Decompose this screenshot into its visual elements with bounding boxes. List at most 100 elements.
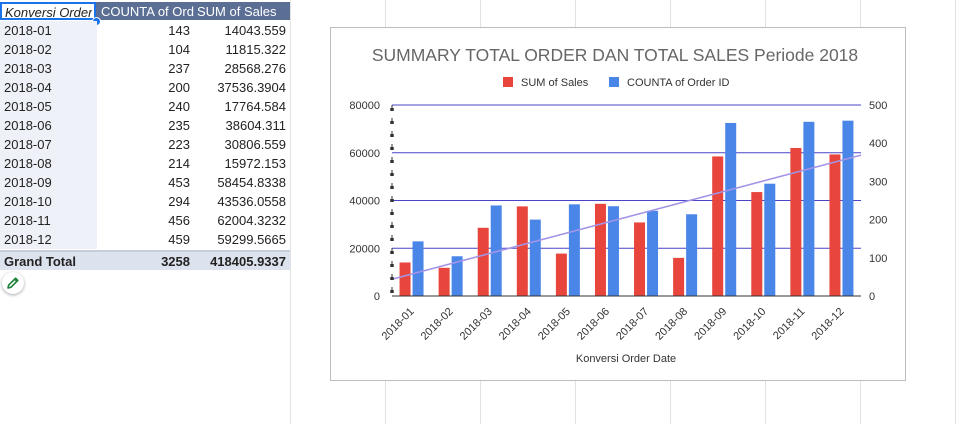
row-count: 237 xyxy=(168,61,190,76)
chart-title: SUMMARY TOTAL ORDER DAN TOTAL SALES Peri… xyxy=(372,45,858,65)
pivot-row[interactable]: 2018-11 456 62004.3232 xyxy=(0,211,290,230)
left-axis-tick-label: 60000 xyxy=(349,148,380,160)
sales-bar xyxy=(516,206,528,296)
pivot-header-count[interactable]: COUNTA of Ord xyxy=(101,4,194,19)
right-axis-tick-label: 400 xyxy=(869,138,887,150)
column-divider xyxy=(290,0,291,424)
row-count: 459 xyxy=(168,232,190,247)
row-header-bg xyxy=(0,135,97,154)
row-header-bg xyxy=(0,59,97,78)
count-bar xyxy=(568,204,580,296)
row-count: 200 xyxy=(168,80,190,95)
grand-total-count: 3258 xyxy=(161,254,190,269)
left-axis-tick-label: 40000 xyxy=(349,196,380,208)
x-axis-tick-label: 2018-11 xyxy=(771,306,807,342)
count-bar xyxy=(412,241,424,296)
pivot-row[interactable]: 2018-04 200 37536.3904 xyxy=(0,78,290,97)
count-bar xyxy=(529,219,541,296)
sales-bar xyxy=(399,262,411,296)
pivot-row[interactable]: 2018-08 214 15972.153 xyxy=(0,154,290,173)
chart-axes xyxy=(390,105,861,297)
pivot-row[interactable]: 2018-05 240 17764.584 xyxy=(0,97,290,116)
sales-bar xyxy=(790,147,802,296)
count-bar xyxy=(803,121,815,296)
pivot-row[interactable]: 2018-03 237 28568.276 xyxy=(0,59,290,78)
legend-count-swatch xyxy=(609,77,619,87)
row-date: 2018-06 xyxy=(4,118,52,133)
row-date: 2018-01 xyxy=(4,23,52,38)
row-sum: 30806.559 xyxy=(224,137,286,152)
x-axis-tick-label: 2018-05 xyxy=(536,306,573,343)
row-date: 2018-08 xyxy=(4,156,52,171)
pivot-row[interactable]: 2018-12 459 59299.5665 xyxy=(0,230,290,249)
count-bar xyxy=(451,256,463,296)
pivot-edit-button[interactable] xyxy=(2,272,24,294)
count-bar xyxy=(490,205,502,296)
row-date: 2018-11 xyxy=(4,213,51,228)
sales-bar xyxy=(634,222,646,296)
x-axis-tick-label: 2018-06 xyxy=(575,306,612,343)
pivot-header-sum[interactable]: SUM of Sales xyxy=(197,4,277,19)
sales-bar xyxy=(712,156,724,296)
pivot-row[interactable]: 2018-01 143 14043.559 xyxy=(0,21,290,40)
right-axis-tick-label: 200 xyxy=(869,215,887,227)
row-header-bg xyxy=(0,173,97,192)
left-axis-tick-label: 80000 xyxy=(349,100,380,112)
row-date: 2018-03 xyxy=(4,61,52,76)
row-sum: 11815.322 xyxy=(225,42,287,57)
left-axis-tick-label: 0 xyxy=(374,291,380,303)
row-header-bg xyxy=(0,116,97,135)
row-count: 235 xyxy=(168,118,190,133)
count-bar xyxy=(686,214,698,296)
row-date: 2018-05 xyxy=(4,99,52,114)
pivot-row[interactable]: 2018-09 453 58454.8338 xyxy=(0,173,290,192)
x-axis-tick-label: 2018-02 xyxy=(419,306,456,343)
trendline xyxy=(391,154,862,281)
pivot-header-date: Konversi Order xyxy=(5,5,93,20)
pivot-row[interactable]: 2018-10 294 43536.0558 xyxy=(0,192,290,211)
x-axis-tick-label: 2018-03 xyxy=(458,306,495,343)
chart-bars xyxy=(391,120,862,296)
row-header-bg xyxy=(0,40,97,59)
row-count: 294 xyxy=(168,194,190,209)
pivot-row[interactable]: 2018-07 223 30806.559 xyxy=(0,135,290,154)
pivot-row[interactable]: 2018-06 235 38604.311 xyxy=(0,116,290,135)
grand-total-sum: 418405.9337 xyxy=(210,254,286,269)
row-date: 2018-07 xyxy=(4,137,52,152)
column-divider xyxy=(955,0,956,424)
row-date: 2018-04 xyxy=(4,80,52,95)
row-header-bg xyxy=(0,21,97,40)
row-sum: 15972.153 xyxy=(224,156,286,171)
row-date: 2018-09 xyxy=(4,175,52,190)
pencil-icon xyxy=(7,277,19,289)
row-date: 2018-02 xyxy=(4,42,52,57)
pivot-header-date-cell[interactable]: Konversi Order xyxy=(0,2,96,20)
count-bar xyxy=(647,210,659,296)
row-count: 453 xyxy=(168,175,190,190)
pivot-header-row: Konversi Order COUNTA of Ord SUM of Sale… xyxy=(0,2,290,26)
row-sum: 17764.584 xyxy=(224,99,286,114)
left-axis-tick-label: 20000 xyxy=(349,243,380,255)
sales-bar xyxy=(751,192,763,296)
row-date: 2018-12 xyxy=(4,232,52,247)
pivot-row[interactable]: 2018-02 104 11815.322 xyxy=(0,40,290,59)
x-axis-tick-label: 2018-04 xyxy=(497,306,534,343)
x-axis-tick-label: 2018-08 xyxy=(653,306,690,343)
legend-sales-swatch xyxy=(503,77,513,87)
grand-total-label: Grand Total xyxy=(4,254,76,269)
x-axis-tick-label: 2018-07 xyxy=(614,306,651,343)
row-sum: 38604.311 xyxy=(225,118,287,133)
row-header-bg xyxy=(0,154,97,173)
row-sum: 28568.276 xyxy=(224,61,286,76)
row-header-bg xyxy=(0,230,97,249)
count-bar xyxy=(607,206,619,296)
row-sum: 14043.559 xyxy=(224,23,286,38)
row-sum: 62004.3232 xyxy=(217,213,286,228)
row-count: 456 xyxy=(168,213,190,228)
pivot-grand-total-row[interactable]: Grand Total 3258 418405.9337 xyxy=(0,250,290,270)
row-sum: 37536.3904 xyxy=(217,80,286,95)
count-bar xyxy=(725,122,737,296)
legend-count-label: COUNTA of Order ID xyxy=(627,77,730,89)
chart-container[interactable]: SUMMARY TOTAL ORDER DAN TOTAL SALES Peri… xyxy=(330,27,906,381)
row-sum: 43536.0558 xyxy=(217,194,286,209)
